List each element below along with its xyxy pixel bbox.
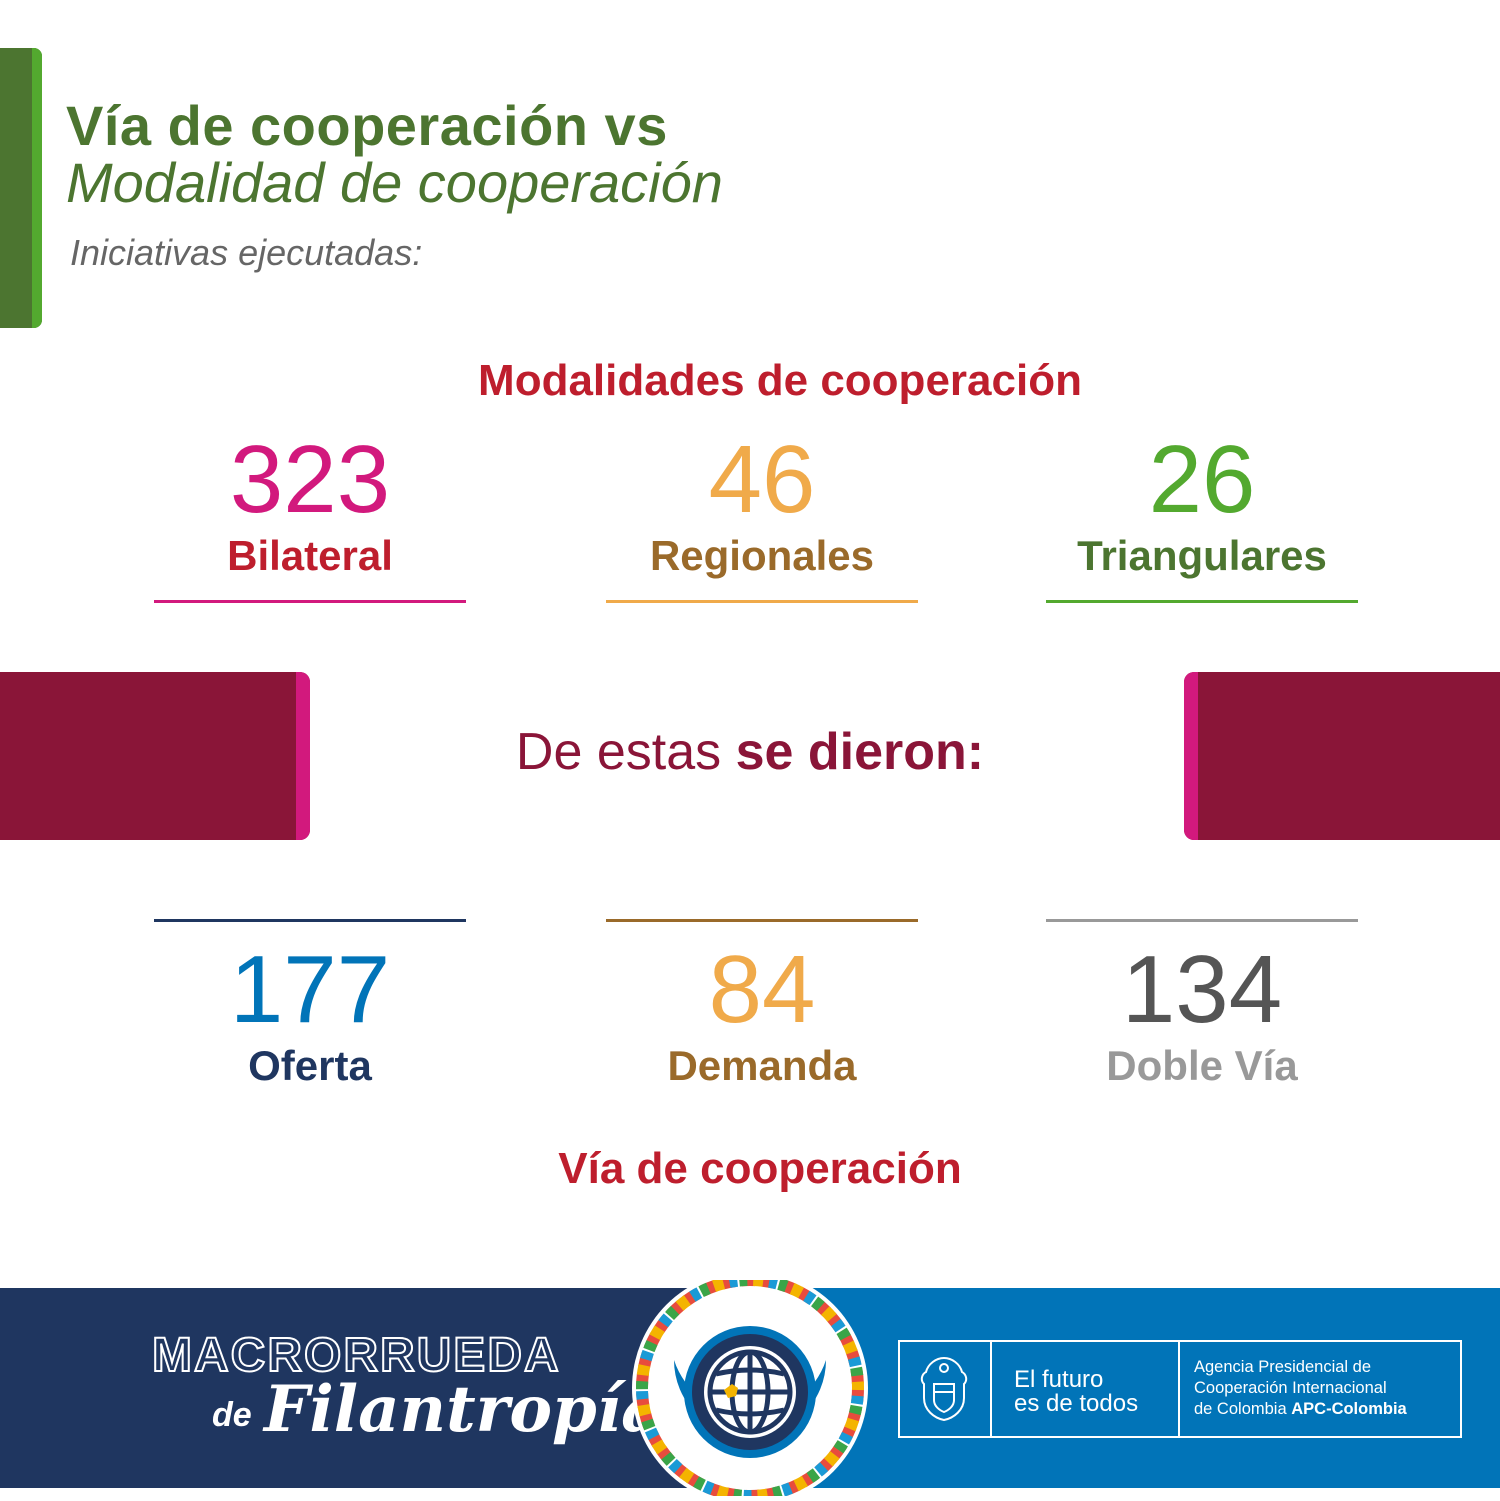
divider	[1178, 1340, 1180, 1438]
band-right-block	[1184, 672, 1500, 840]
brand-logo-de: de	[212, 1396, 252, 1434]
stat-value: 177	[229, 936, 391, 1043]
stat-regionales: 46 Regionales	[606, 432, 918, 603]
page-title-line2: Modalidad de cooperación	[66, 151, 723, 214]
slogan-line1: El futuro	[1014, 1366, 1104, 1393]
stat-value: 26	[1148, 426, 1256, 533]
government-box	[898, 1340, 1462, 1438]
agency-line3: de Colombia APC-Colombia	[1194, 1400, 1407, 1419]
stat-doble-via: 134 Doble Vía	[1046, 919, 1358, 1090]
band-text: De estas se dieron:	[360, 722, 1140, 782]
stat-label: Bilateral	[227, 532, 393, 579]
band-text-normal: De estas	[515, 723, 736, 781]
agency-line3-bold: APC-Colombia	[1291, 1400, 1407, 1418]
band-left-block	[0, 672, 310, 840]
brand-logo-text: MACRORRUEDA	[151, 1328, 561, 1383]
slogan-line2: es de todos	[1014, 1390, 1139, 1417]
stat-label: Triangulares	[1077, 532, 1327, 579]
agency-line2: Cooperación Internacional	[1194, 1379, 1387, 1397]
stat-demanda: 84 Demanda	[606, 919, 918, 1090]
stat-rule	[154, 600, 466, 603]
stat-value: 46	[708, 426, 816, 533]
divider	[990, 1340, 992, 1438]
footer-right-panel	[760, 1288, 1500, 1488]
page-title: Vía de cooperación vs	[66, 94, 668, 157]
globe-emblem-icon	[632, 1280, 868, 1496]
stat-rule	[606, 600, 918, 603]
stat-triangulares: 26 Triangulares	[1046, 432, 1358, 603]
vias-heading: Vía de cooperación	[558, 1144, 962, 1193]
stat-rule	[1046, 919, 1358, 922]
stat-value: 323	[229, 426, 391, 533]
stat-label: Regionales	[649, 532, 875, 579]
stat-label: Demanda	[667, 1042, 857, 1089]
stat-bilateral: 323 Bilateral	[154, 432, 466, 603]
stat-value: 84	[708, 936, 816, 1043]
accent-bar	[0, 48, 42, 328]
stat-label: Doble Vía	[1106, 1042, 1298, 1089]
footer: MACRORRUEDA de Filantropía El futuro es …	[0, 1280, 1500, 1496]
band-text-bold: se dieron:	[735, 723, 985, 781]
agency-line3-normal: de Colombia	[1194, 1400, 1292, 1418]
coat-of-arms-icon	[920, 1356, 968, 1422]
page-subtitle: Iniciativas ejecutadas:	[70, 232, 423, 273]
stat-oferta: 177 Oferta	[154, 919, 466, 1090]
stat-rule	[154, 919, 466, 922]
stat-label: Oferta	[248, 1042, 372, 1089]
agency-line1: Agencia Presidencial de	[1194, 1358, 1372, 1376]
modalidades-heading: Modalidades de cooperación	[478, 356, 1082, 405]
stat-rule	[606, 919, 918, 922]
brand-logo-script: Filantropía	[264, 1372, 663, 1447]
stat-value: 134	[1121, 936, 1283, 1043]
stat-rule	[1046, 600, 1358, 603]
